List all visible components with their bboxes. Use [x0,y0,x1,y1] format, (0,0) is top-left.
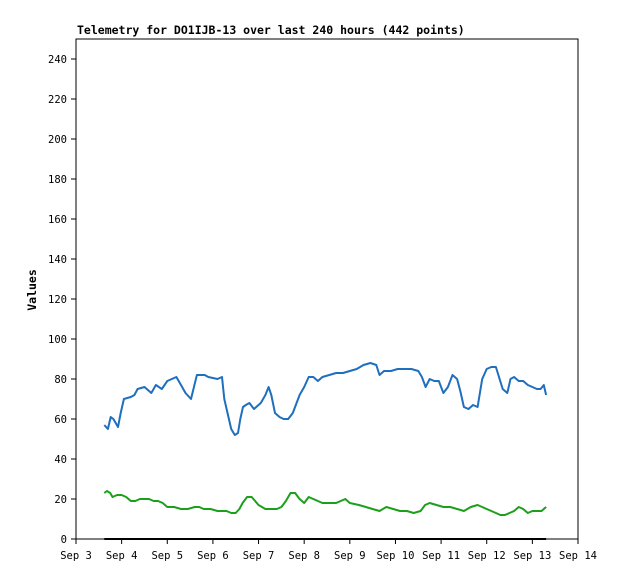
series-line-1 [103,362,548,436]
y-tick-label: 20 [54,494,67,506]
y-axis: 0 20 40 60 80 100 120 140 160 180 200 220 240 [48,54,76,546]
y-tick-label: 200 [48,134,67,146]
y-tick-label: 100 [48,334,67,346]
x-tick-label: Sep 10 [376,550,414,562]
y-axis-label: Values [25,269,39,311]
chart-title: Telemetry for DO1IJB-13 over last 240 ho… [77,23,465,37]
y-tick-label: 160 [48,214,67,226]
x-tick-label: Sep 8 [288,550,320,562]
x-tick-label: Sep 4 [106,550,138,562]
x-tick-label: Sep 7 [243,550,275,562]
y-tick-label: 140 [48,254,67,266]
series-layer [103,362,548,540]
x-tick-label: Sep 9 [334,550,366,562]
y-tick-label: 180 [48,174,67,186]
y-tick-label: 60 [54,414,67,426]
x-tick-label: Sep 5 [151,550,183,562]
y-tick-label: 80 [54,374,67,386]
y-tick-label: 0 [61,534,67,546]
y-tick-label: 120 [48,294,67,306]
y-tick-label: 220 [48,94,67,106]
plot-frame [75,38,579,540]
x-tick-label: Sep 12 [468,550,506,562]
x-axis: Sep 3 Sep 4 Sep 5 Sep 6 Sep 7 Sep 8 Sep 9 Sep 1… [60,539,597,562]
y-tick-label: 40 [54,454,67,466]
x-tick-label: Sep 14 [559,550,597,562]
x-tick-label: Sep 6 [197,550,229,562]
y-tick-label: 240 [48,54,67,66]
x-tick-label: Sep 13 [513,550,551,562]
x-tick-label: Sep 11 [422,550,460,562]
series-line-2 [103,490,547,516]
x-tick-label: Sep 3 [60,550,92,562]
